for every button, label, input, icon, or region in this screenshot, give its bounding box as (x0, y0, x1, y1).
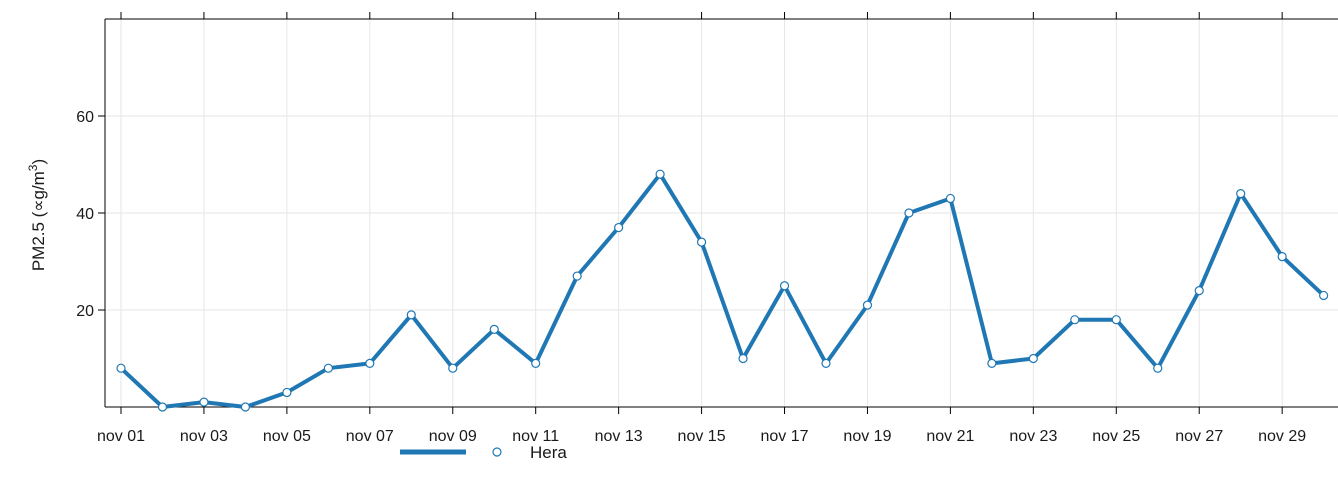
y-axis: 20 40 60 (76, 19, 106, 407)
y-axis-label-close: ) (29, 159, 48, 165)
legend-marker (492, 447, 502, 457)
data-point (572, 271, 582, 281)
y-tick-label: 20 (76, 303, 94, 320)
legend-label: Hera (530, 443, 567, 462)
data-point (862, 300, 873, 310)
data-point (779, 281, 790, 291)
data-point (365, 358, 375, 368)
x-tick-label: nov 07 (346, 428, 394, 445)
x-tick-label: nov 27 (1175, 428, 1223, 445)
x-tick-label: nov 19 (843, 428, 891, 445)
data-point (489, 324, 499, 334)
data-point (531, 358, 541, 368)
x-tick-label: nov 05 (263, 428, 311, 445)
y-tick-label: 40 (76, 206, 94, 223)
x-tick-label: nov 25 (1092, 428, 1140, 445)
top-axis (105, 12, 1338, 20)
data-point (116, 363, 126, 373)
x-tick-label: nov 09 (429, 428, 477, 445)
x-tick-label: nov 01 (97, 428, 145, 445)
legend: Hera (400, 443, 567, 462)
data-point (904, 208, 914, 218)
data-point (1070, 315, 1080, 325)
data-point (1028, 353, 1038, 364)
x-tick-label: nov 15 (678, 428, 726, 445)
series-layer (116, 169, 1329, 412)
data-point (448, 363, 458, 373)
data-point (1277, 252, 1287, 262)
x-tick-label: nov 17 (760, 428, 808, 445)
grid-lines (105, 19, 1338, 407)
data-point (323, 363, 333, 373)
y-tick-label: 60 (76, 109, 94, 126)
y-axis-label: PM2.5 (∝g/m3) (26, 159, 48, 271)
data-point (821, 358, 831, 368)
y-axis-label-superscript: 3 (26, 164, 40, 171)
data-point (945, 193, 956, 204)
data-point (1153, 363, 1163, 373)
x-tick-label: nov 13 (595, 428, 643, 445)
data-point (1194, 286, 1204, 296)
data-point (614, 222, 624, 233)
data-point (1111, 315, 1121, 325)
data-point (1319, 290, 1329, 301)
x-axis: nov 01 nov 03 nov 05 nov 07 nov 09 nov 11 nov … (97, 406, 1338, 445)
data-point (987, 358, 997, 368)
y-axis-label-main: PM2.5 (∝g/m (29, 171, 48, 271)
data-point (240, 402, 251, 412)
x-tick-label: nov 11 (512, 428, 559, 445)
x-tick-label: nov 29 (1258, 428, 1306, 445)
x-tick-label: nov 23 (1009, 428, 1057, 445)
data-point (199, 397, 209, 407)
data-point (406, 310, 416, 320)
x-tick-label: nov 03 (180, 428, 228, 445)
data-point (738, 353, 748, 364)
data-point (157, 402, 168, 412)
data-point (655, 169, 665, 179)
data-point (1236, 189, 1246, 199)
data-point (696, 237, 707, 247)
series-line-hera (119, 172, 1326, 409)
x-tick-label: nov 21 (926, 428, 974, 445)
data-point (282, 387, 292, 398)
